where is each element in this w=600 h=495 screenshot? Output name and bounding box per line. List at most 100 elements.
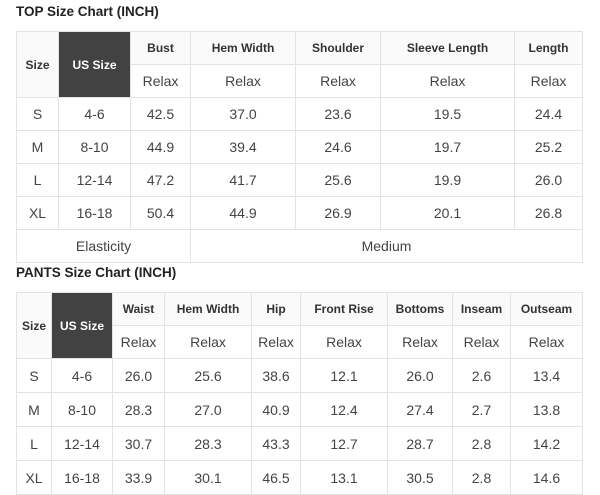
measurement-cell: 37.0 xyxy=(190,97,296,131)
measurement-cell: 24.6 xyxy=(295,130,381,164)
measurement-cell: 12.7 xyxy=(300,426,388,461)
fit-cell: Relax xyxy=(130,64,191,98)
fit-row: Relax Relax Relax Relax Relax Relax Relax xyxy=(17,325,583,359)
size-cell: M xyxy=(16,130,59,164)
pants-size-table: Size US Size Waist Hem Width Hip Front Rise Bo… xyxy=(16,292,583,495)
measurement-cell: 19.5 xyxy=(380,97,515,131)
measure-header: Bottoms xyxy=(387,292,453,326)
top-size-table: Size US Size Bust Hem Width Shoulder Sleeve L… xyxy=(16,31,583,263)
measurement-cell: 39.4 xyxy=(190,130,296,164)
measurement-cell: 26.0 xyxy=(387,358,453,393)
measurement-cell: 13.4 xyxy=(510,358,583,393)
fit-cell: Relax xyxy=(164,325,252,359)
measurement-cell: 30.5 xyxy=(387,460,453,495)
measure-header: Sleeve Length xyxy=(380,31,515,65)
size-cell: L xyxy=(16,163,59,197)
measurement-cell: 13.1 xyxy=(300,460,388,495)
fit-row: Relax Relax Relax Relax Relax xyxy=(17,64,583,98)
measure-header: Outseam xyxy=(510,292,583,326)
measurement-cell: 28.3 xyxy=(112,392,165,427)
fit-cell: Relax xyxy=(387,325,453,359)
size-cell: S xyxy=(16,97,59,131)
measurement-cell: 12.1 xyxy=(300,358,388,393)
us-size-cell: 16-18 xyxy=(58,196,131,230)
us-size-cell: 4-6 xyxy=(58,97,131,131)
size-cell: XL xyxy=(16,460,52,495)
measurement-cell: 42.5 xyxy=(130,97,191,131)
measure-header: Bust xyxy=(130,31,191,65)
measurement-cell: 27.4 xyxy=(387,392,453,427)
us-size-cell: 12-14 xyxy=(51,426,113,461)
measurement-cell: 43.3 xyxy=(251,426,301,461)
header-row: Size US Size Bust Hem Width Shoulder Sleeve L… xyxy=(16,31,583,98)
table-row: M 8-10 44.9 39.4 24.6 19.7 25.2 xyxy=(16,130,583,164)
measurement-cell: 2.6 xyxy=(452,358,511,393)
measurement-cell: 19.9 xyxy=(380,163,515,197)
measure-header: Hem Width xyxy=(190,31,296,65)
measurement-cell: 24.4 xyxy=(514,97,583,131)
measurement-cell: 25.2 xyxy=(514,130,583,164)
measurement-cell: 26.8 xyxy=(514,196,583,230)
size-header: Size xyxy=(16,31,59,98)
measurement-cell: 46.5 xyxy=(251,460,301,495)
size-cell: XL xyxy=(16,196,59,230)
us-size-cell: 4-6 xyxy=(51,358,113,393)
measurement-cell: 44.9 xyxy=(130,130,191,164)
us-size-cell: 8-10 xyxy=(58,130,131,164)
elasticity-row: Elasticity Medium xyxy=(16,229,583,263)
measure-header: Hip xyxy=(251,292,301,326)
measure-header: Shoulder xyxy=(295,31,381,65)
measurement-cell: 50.4 xyxy=(130,196,191,230)
pants-size-chart-title: PANTS Size Chart (INCH) xyxy=(16,265,177,280)
measure-header: Length xyxy=(514,31,583,65)
fit-cell: Relax xyxy=(190,64,296,98)
us-size-header: US Size xyxy=(51,292,113,359)
measurement-cell: 20.1 xyxy=(380,196,515,230)
us-size-header: US Size xyxy=(58,31,131,98)
measurement-cell: 30.7 xyxy=(112,426,165,461)
fit-cell: Relax xyxy=(380,64,515,98)
measurement-cell: 27.0 xyxy=(164,392,252,427)
size-header: Size xyxy=(16,292,52,359)
measure-header: Inseam xyxy=(452,292,511,326)
header-row: Size US Size Waist Hem Width Hip Front Rise Bo… xyxy=(16,292,583,359)
measurement-cell: 30.1 xyxy=(164,460,252,495)
top-size-chart-title: TOP Size Chart (INCH) xyxy=(16,4,159,19)
elasticity-value: Medium xyxy=(190,229,583,263)
measurement-cell: 26.9 xyxy=(295,196,381,230)
fit-cell: Relax xyxy=(251,325,301,359)
measurement-cell: 2.7 xyxy=(452,392,511,427)
fit-cell: Relax xyxy=(300,325,388,359)
table-row: L 12-14 47.2 41.7 25.6 19.9 26.0 xyxy=(16,163,583,197)
table-row: S 4-6 26.0 25.6 38.6 12.1 26.0 2.6 13.4 xyxy=(16,358,583,393)
measurement-cell: 2.8 xyxy=(452,426,511,461)
measure-header: Front Rise xyxy=(300,292,388,326)
us-size-cell: 8-10 xyxy=(51,392,113,427)
measurement-cell: 13.8 xyxy=(510,392,583,427)
size-cell: M xyxy=(16,392,52,427)
measurement-cell: 41.7 xyxy=(190,163,296,197)
measurement-cell: 19.7 xyxy=(380,130,515,164)
measurement-cell: 14.6 xyxy=(510,460,583,495)
measurement-cell: 44.9 xyxy=(190,196,296,230)
fit-cell: Relax xyxy=(510,325,583,359)
measure-header: Waist xyxy=(112,292,165,326)
measurement-cell: 40.9 xyxy=(251,392,301,427)
measurement-cell: 25.6 xyxy=(295,163,381,197)
measurement-cell: 28.7 xyxy=(387,426,453,461)
table-row: XL 16-18 33.9 30.1 46.5 13.1 30.5 2.8 14.6 xyxy=(16,460,583,495)
measurement-cell: 38.6 xyxy=(251,358,301,393)
table-row: L 12-14 30.7 28.3 43.3 12.7 28.7 2.8 14.2 xyxy=(16,426,583,461)
elasticity-label: Elasticity xyxy=(16,229,191,263)
size-cell: L xyxy=(16,426,52,461)
measurement-cell: 26.0 xyxy=(112,358,165,393)
measurement-cell: 2.8 xyxy=(452,460,511,495)
fit-cell: Relax xyxy=(112,325,165,359)
us-size-cell: 12-14 xyxy=(58,163,131,197)
measurement-cell: 23.6 xyxy=(295,97,381,131)
measurement-cell: 47.2 xyxy=(130,163,191,197)
measurement-cell: 33.9 xyxy=(112,460,165,495)
fit-cell: Relax xyxy=(514,64,583,98)
measure-header: Hem Width xyxy=(164,292,252,326)
table-row: S 4-6 42.5 37.0 23.6 19.5 24.4 xyxy=(16,97,583,131)
